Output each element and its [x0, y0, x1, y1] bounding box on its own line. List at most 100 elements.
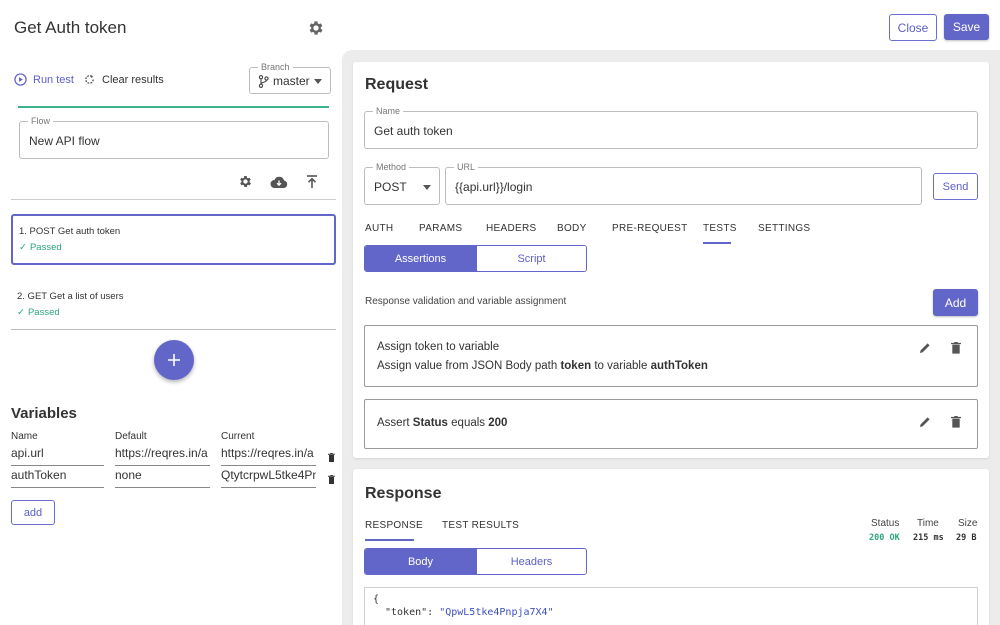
status-value: 200 OK [869, 533, 900, 543]
branch-value: master [273, 74, 310, 88]
delete-icon[interactable] [951, 341, 961, 359]
step-card-1[interactable]: 1. POST Get auth token ✓ Passed [11, 214, 336, 265]
check-icon: ✓ [17, 307, 25, 318]
clear-results-button[interactable]: Clear results [83, 73, 164, 86]
request-name-label: Name [373, 106, 404, 117]
tab-tests[interactable]: TESTS [703, 223, 737, 234]
run-test-label: Run test [33, 73, 74, 86]
assertion-card-2: Assert Status equals 200 [364, 399, 978, 449]
step-status: ✓ Passed [17, 307, 60, 318]
chevron-down-icon [423, 185, 431, 190]
divider [11, 199, 336, 200]
response-view-toggle: Body Headers [364, 548, 587, 575]
assertion-detail: Assign value from JSON Body path token t… [377, 360, 708, 372]
var-name-input[interactable]: authToken [11, 466, 104, 488]
clear-results-label: Clear results [102, 73, 164, 86]
assertion-card-1: Assign token to variable Assign value fr… [364, 325, 978, 387]
flow-value: New API flow [29, 134, 100, 148]
body-line: "token": "QpwL5tke4Pnpja7X4" [385, 607, 554, 618]
time-label: Time [917, 518, 939, 529]
assertion-text: Assert [377, 417, 413, 429]
delete-var-icon[interactable] [328, 471, 335, 489]
response-card: Response RESPONSE TEST RESULTS Status 20… [353, 469, 989, 625]
assertion-variable: authToken [650, 360, 708, 372]
active-tab-indicator [365, 539, 414, 541]
tab-headers[interactable]: HEADERS [486, 223, 537, 234]
request-heading: Request [365, 76, 429, 93]
step-title: 1. POST Get auth token [19, 226, 121, 237]
json-value: "QpwL5tke4Pnpja7X4" [439, 607, 554, 618]
add-variable-button[interactable]: add [11, 500, 55, 525]
branch-select[interactable]: Branch master [249, 62, 331, 94]
delete-var-icon[interactable] [328, 449, 335, 467]
branch-label: Branch [258, 62, 293, 73]
tests-mode-toggle: Assertions Script [364, 245, 587, 272]
status-label: Status [871, 518, 900, 529]
refresh-icon [85, 75, 94, 84]
add-step-button[interactable] [154, 340, 194, 380]
edit-icon[interactable] [919, 415, 931, 433]
send-button[interactable]: Send [933, 173, 978, 200]
flow-field[interactable]: Flow New API flow [19, 116, 329, 159]
var-default-input[interactable]: https://reqres.in/a [115, 444, 210, 466]
variables-heading: Variables [11, 405, 77, 422]
body-segment[interactable]: Body [365, 549, 476, 574]
var-default-input[interactable]: none [115, 466, 210, 488]
upload-icon[interactable] [306, 175, 318, 194]
assertion-detail: Assert Status equals 200 [377, 417, 507, 429]
step-title: 2. GET Get a list of users [17, 291, 124, 302]
step-status-label: Passed [27, 307, 60, 318]
edit-icon[interactable] [919, 341, 931, 359]
tab-test-results[interactable]: TEST RESULTS [442, 520, 520, 531]
assertion-text: Assign value from JSON Body path [377, 360, 561, 372]
check-icon: ✓ [19, 242, 27, 253]
add-assertion-button[interactable]: Add [933, 289, 978, 316]
step-status: ✓ Passed [19, 242, 62, 253]
progress-bar [18, 106, 329, 108]
close-button[interactable]: Close [889, 14, 937, 41]
tab-settings[interactable]: SETTINGS [758, 223, 811, 234]
run-test-button[interactable]: Run test [14, 73, 74, 86]
body-line: { [373, 594, 380, 605]
response-heading: Response [365, 485, 442, 502]
assertions-segment[interactable]: Assertions [365, 246, 476, 271]
delete-icon[interactable] [951, 415, 961, 433]
tab-auth[interactable]: AUTH [365, 223, 394, 234]
chevron-down-icon [314, 79, 322, 84]
col-current: Current [221, 431, 255, 442]
tests-description: Response validation and variable assignm… [365, 296, 567, 307]
assertion-path: token [560, 360, 592, 372]
method-select[interactable]: Method POST [364, 162, 440, 205]
step-card-2[interactable]: 2. GET Get a list of users ✓ Passed [11, 281, 336, 330]
flow-settings-gear-icon[interactable] [238, 174, 253, 194]
assertion-title: Assign token to variable [377, 341, 500, 353]
cloud-download-icon[interactable] [270, 175, 288, 194]
request-name-value: Get auth token [374, 124, 453, 138]
var-current-input[interactable]: QtytcrpwL5tke4Pn [221, 466, 316, 488]
assertion-text: equals [447, 417, 489, 429]
tab-pre-request[interactable]: PRE-REQUEST [612, 223, 688, 234]
method-label: Method [373, 162, 410, 173]
active-tab-indicator [703, 242, 731, 244]
time-value: 215 ms [913, 533, 944, 543]
assertion-value: 200 [488, 417, 508, 429]
tab-response[interactable]: RESPONSE [365, 520, 423, 531]
var-name-input[interactable]: api.url [11, 444, 104, 466]
flow-label: Flow [28, 116, 54, 127]
tab-body[interactable]: BODY [557, 223, 587, 234]
settings-gear-icon[interactable] [307, 19, 325, 37]
assertion-field: Status [412, 417, 448, 429]
plus-icon [168, 354, 180, 366]
request-card: Request Name Get auth token Method POST … [353, 62, 989, 458]
headers-segment[interactable]: Headers [476, 549, 586, 574]
url-label: URL [454, 162, 479, 173]
save-button[interactable]: Save [944, 14, 989, 40]
tab-params[interactable]: PARAMS [419, 223, 463, 234]
page-title: Get Auth token [14, 18, 127, 37]
play-circle-icon [14, 73, 27, 86]
var-current-input[interactable]: https://reqres.in/a [221, 444, 316, 466]
request-name-field[interactable]: Name Get auth token [364, 106, 978, 149]
script-segment[interactable]: Script [476, 246, 586, 271]
url-field[interactable]: URL {{api.url}}/login [445, 162, 922, 205]
size-value: 29 B [956, 533, 977, 543]
